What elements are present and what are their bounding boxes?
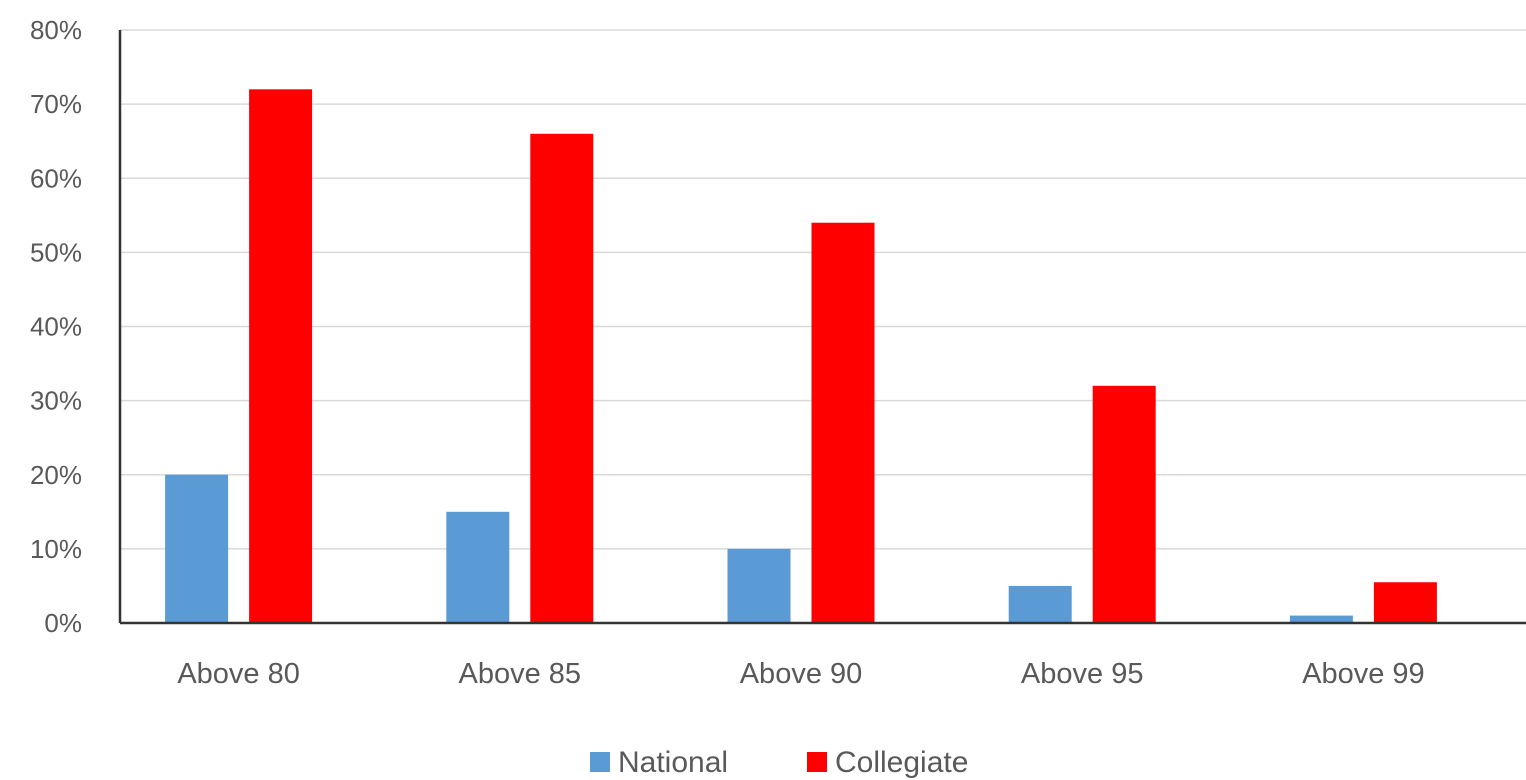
x-category-label: Above 99 [1302,658,1425,690]
bar-national-3 [727,548,791,623]
y-axis-ticks: 0% 10% 20% 30% 40% 50% 60% 70% 80% [30,15,82,638]
y-tick-label: 80% [30,15,82,45]
y-tick-label: 60% [30,163,82,193]
bars [165,89,1437,624]
x-category-label: Above 85 [459,658,582,690]
x-category-label: Above 95 [1021,658,1144,690]
y-tick-label: 10% [30,534,82,564]
legend-swatch [590,752,610,772]
y-tick-label: 70% [30,89,82,119]
bar-collegiate-2 [530,133,594,623]
y-tick-label: 0% [44,608,82,638]
y-tick-label: 50% [30,237,82,267]
bar-collegiate-5 [1373,582,1437,623]
x-category-label: Above 80 [177,658,300,690]
bar-national-2 [446,511,510,623]
legend: National Collegiate [590,746,968,779]
bar-collegiate-1 [249,89,313,624]
bar-national-1 [165,474,229,623]
legend-item-collegiate: Collegiate [807,746,968,779]
legend-label: National [618,746,728,779]
bar-collegiate-4 [1092,385,1156,623]
y-tick-label: 30% [30,386,82,416]
y-tick-label: 40% [30,312,82,342]
legend-label: Collegiate [835,746,968,779]
legend-swatch [807,752,827,772]
x-axis-categories: Above 80 Above 85 Above 90 Above 95 Above 99 [177,658,1424,690]
bar-collegiate-3 [811,222,875,623]
x-category-label: Above 90 [740,658,863,690]
y-tick-label: 20% [30,460,82,490]
bar-national-5 [1289,615,1353,623]
legend-item-national: National [590,746,728,779]
bar-national-4 [1008,585,1072,623]
